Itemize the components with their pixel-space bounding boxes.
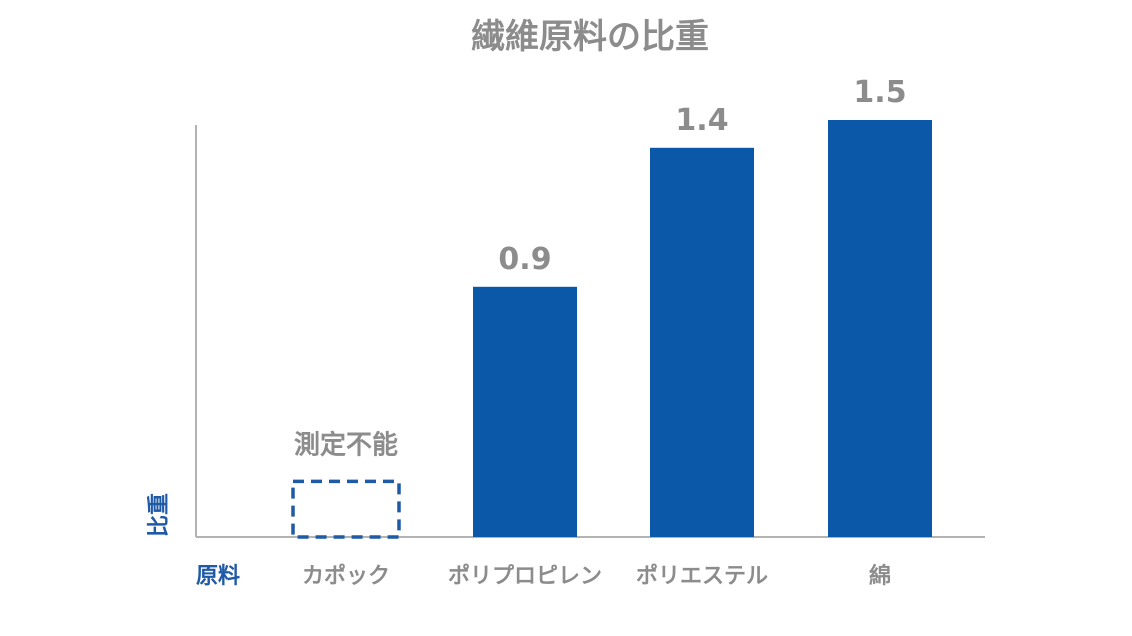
- value-label-2: 1.4: [675, 103, 728, 138]
- value-label-0: 測定不能: [294, 429, 398, 460]
- y-axis-title: 比重: [147, 493, 172, 537]
- category-label-3: 綿: [869, 563, 891, 589]
- bar-1: [473, 286, 577, 537]
- x-axis-title: 原料: [196, 564, 240, 589]
- chart-title: 繊維原料の比重: [471, 17, 709, 57]
- bar-placeholder-0: [291, 479, 401, 539]
- bar-3: [828, 120, 932, 537]
- category-label-1: ポリプロピレン: [448, 563, 602, 589]
- bar-2: [650, 147, 754, 538]
- category-label-2: ポリエステル: [636, 563, 768, 589]
- value-label-1: 0.9: [498, 242, 551, 277]
- category-label-0: カポック: [302, 563, 390, 589]
- value-label-3: 1.5: [853, 75, 906, 110]
